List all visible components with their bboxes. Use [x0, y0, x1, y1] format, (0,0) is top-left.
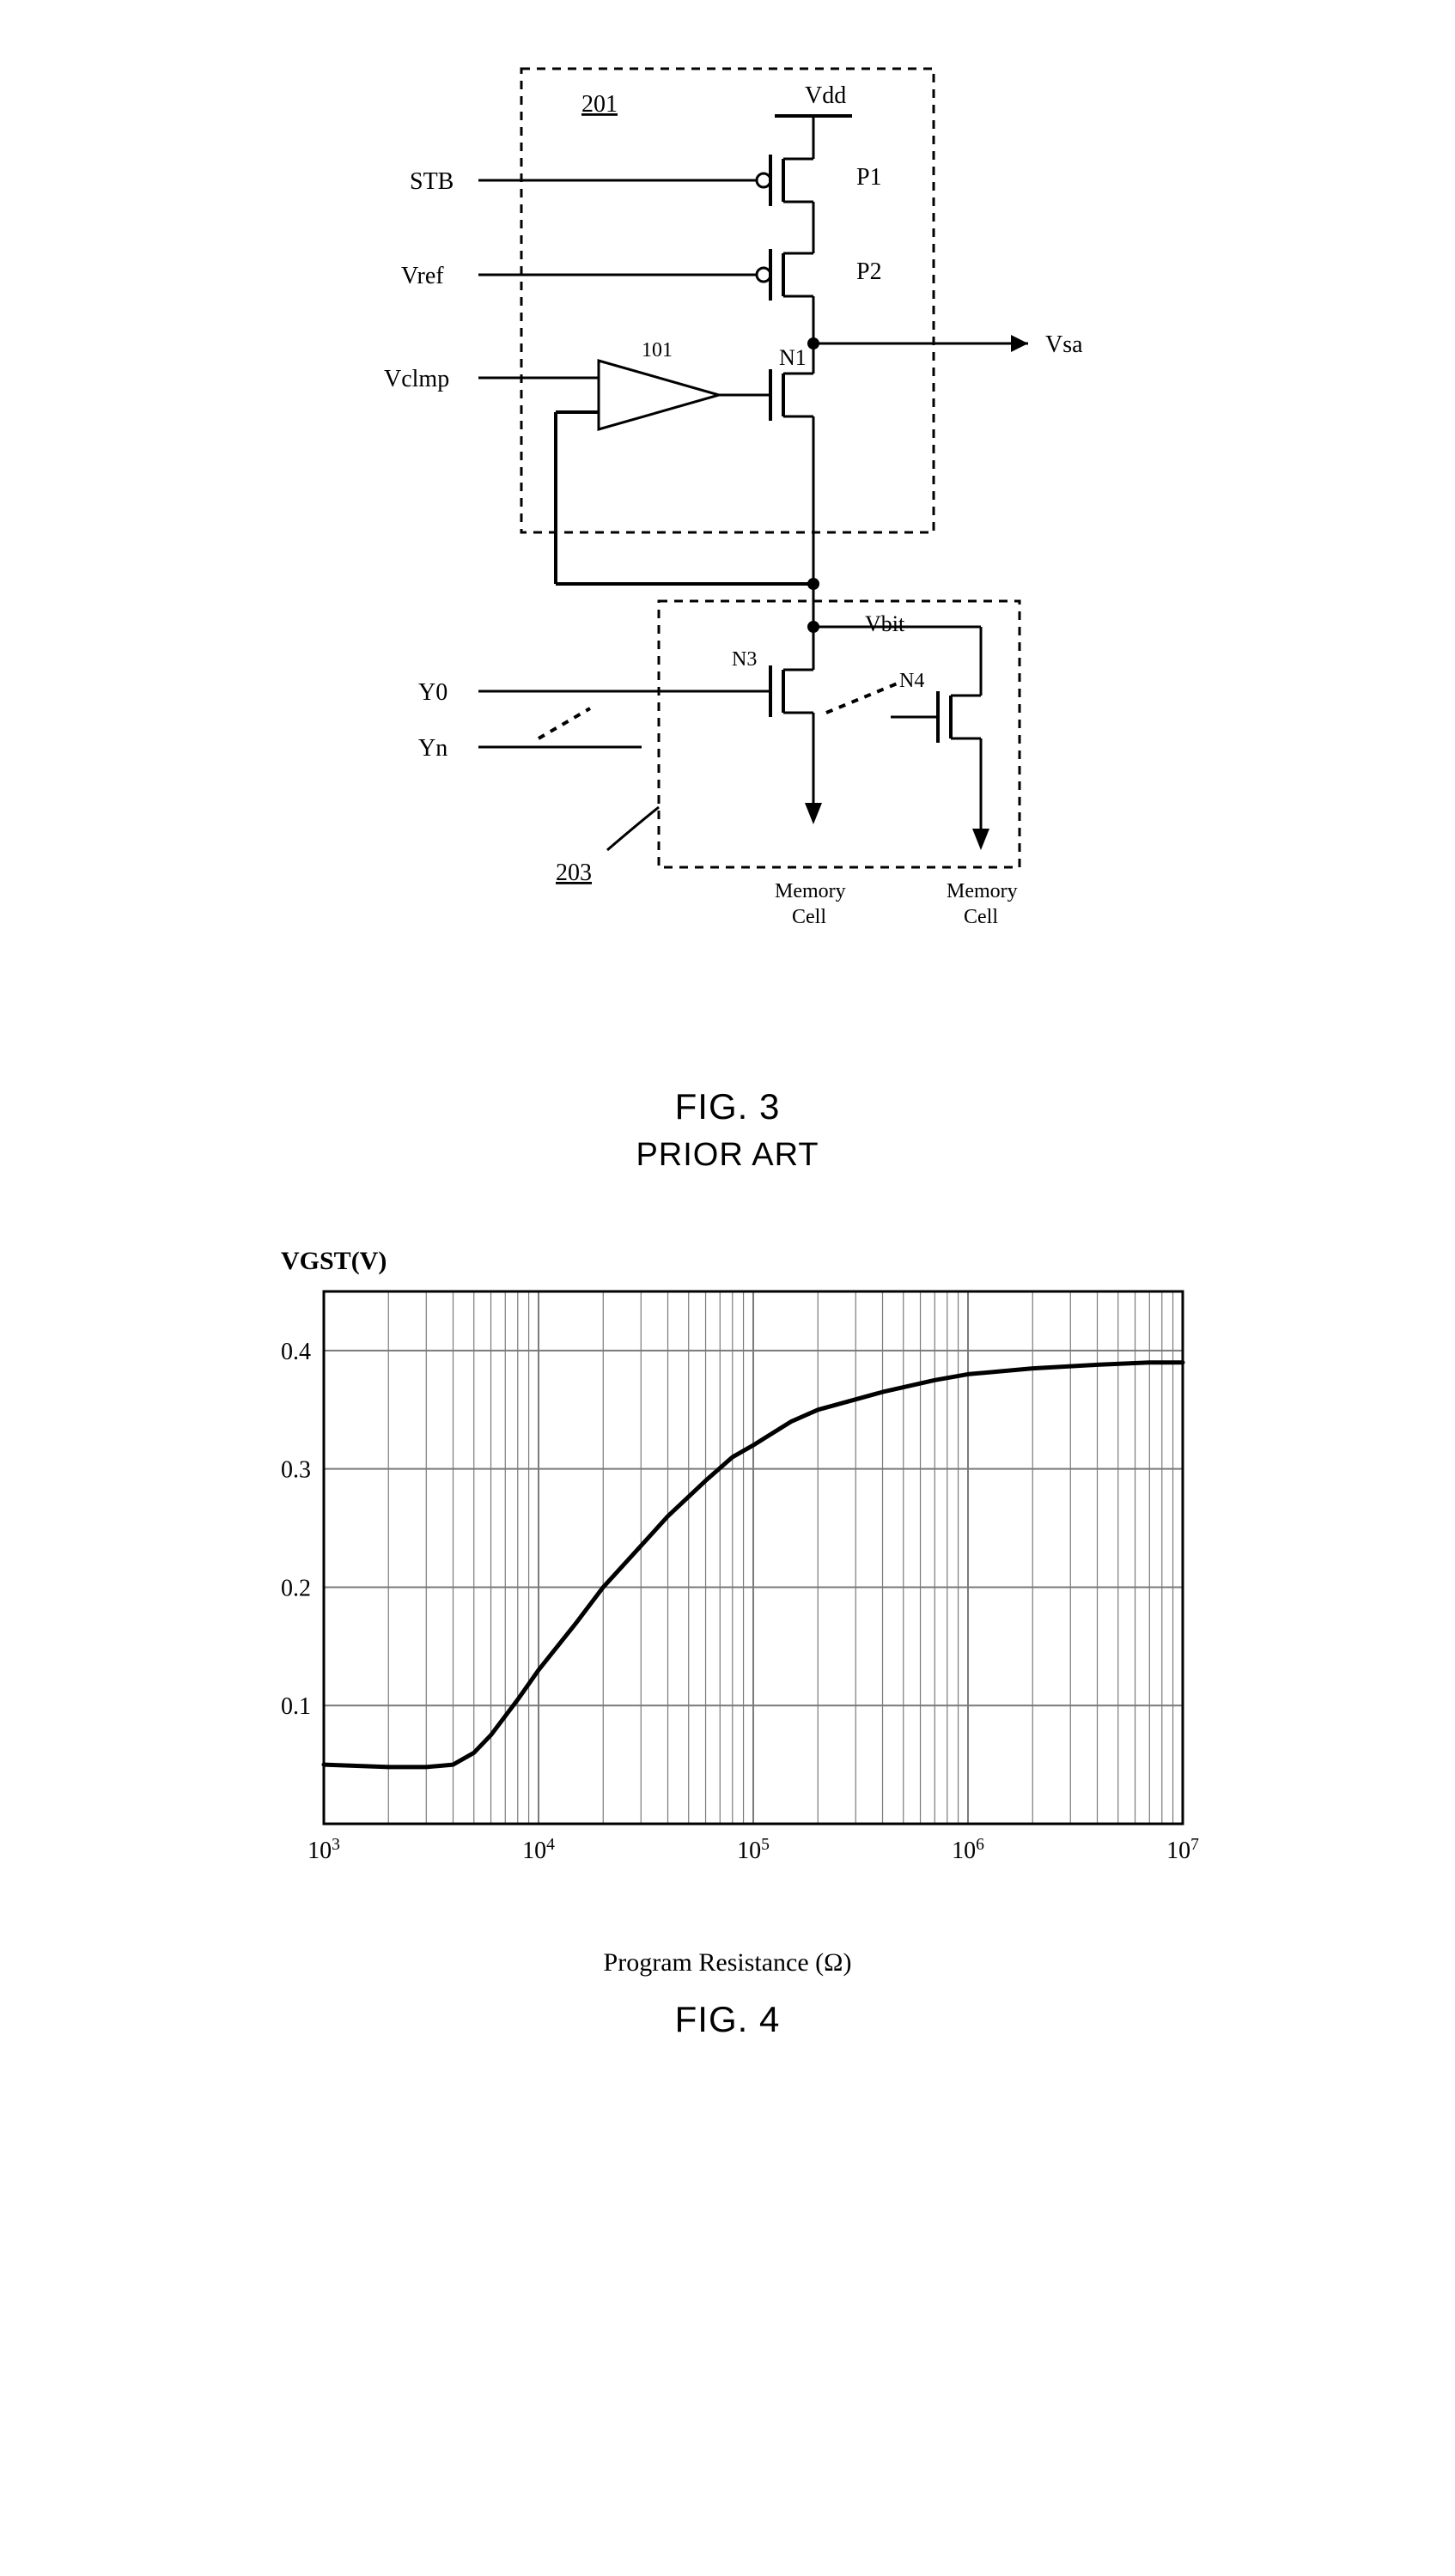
svg-text:103: 103: [307, 1835, 340, 1864]
svg-text:105: 105: [737, 1835, 770, 1864]
p2-label: P2: [856, 258, 882, 285]
vclmp-label: Vclmp: [384, 366, 449, 392]
svg-text:0.3: 0.3: [281, 1457, 311, 1484]
fig3-subtitle: PRIOR ART: [636, 1133, 819, 1178]
n4-label: N4: [899, 670, 924, 692]
mem-cell-1: Memory: [775, 880, 846, 902]
n1-label: N1: [779, 345, 807, 370]
figure-3: 201 Vdd P1 STB P2: [34, 34, 1421, 1178]
svg-text:0.1: 0.1: [281, 1693, 311, 1720]
block-201-label: 201: [581, 91, 618, 118]
circuit-diagram: 201 Vdd P1 STB P2: [298, 34, 1157, 1065]
block-203-label: 203: [556, 860, 592, 886]
transistor-p1: [757, 146, 813, 232]
transistor-p2: [757, 232, 813, 343]
svg-text:0.4: 0.4: [281, 1339, 311, 1365]
opamp-101: [599, 361, 719, 429]
svg-text:106: 106: [952, 1835, 984, 1864]
chart-xlabel: Program Resistance (Ω): [255, 1948, 1200, 1978]
p1-label: P1: [856, 164, 882, 191]
transistor-n3: [478, 665, 813, 807]
vbit-label: Vbit: [865, 611, 905, 636]
vdd-label: Vdd: [805, 82, 846, 109]
y0-label: Y0: [418, 679, 447, 706]
transistor-n4: [478, 691, 981, 833]
callout-203: [607, 807, 659, 850]
amp-101-label: 101: [642, 339, 673, 361]
fig4-caption: FIG. 4: [675, 1995, 781, 2045]
svg-text:107: 107: [1166, 1835, 1199, 1864]
svg-text:Cell: Cell: [792, 906, 826, 928]
vsa-label: Vsa: [1045, 331, 1083, 358]
chart-ylabel: VGST(V): [281, 1247, 1200, 1276]
mem-cell-2: Memory: [947, 880, 1018, 902]
vref-label: Vref: [401, 263, 444, 289]
block-203-box: [659, 601, 1020, 867]
fig3-number: FIG. 3: [636, 1082, 819, 1133]
n3-label: N3: [732, 648, 757, 671]
svg-text:0.2: 0.2: [281, 1575, 311, 1601]
svg-text:104: 104: [522, 1835, 555, 1864]
figure-4: VGST(V) 103 104 105 106 107 0.1 0.2 0.3 0.4 Prog…: [34, 1247, 1421, 2045]
fig3-caption: FIG. 3 PRIOR ART: [636, 1082, 819, 1178]
block-201-box: [521, 69, 934, 532]
fig4-number: FIG. 4: [675, 1995, 781, 2045]
svg-text:Cell: Cell: [964, 906, 998, 928]
yn-label: Yn: [418, 735, 447, 762]
vgst-chart: 103 104 105 106 107 0.1 0.2 0.3 0.4: [255, 1283, 1269, 1935]
stb-label: STB: [410, 168, 454, 195]
